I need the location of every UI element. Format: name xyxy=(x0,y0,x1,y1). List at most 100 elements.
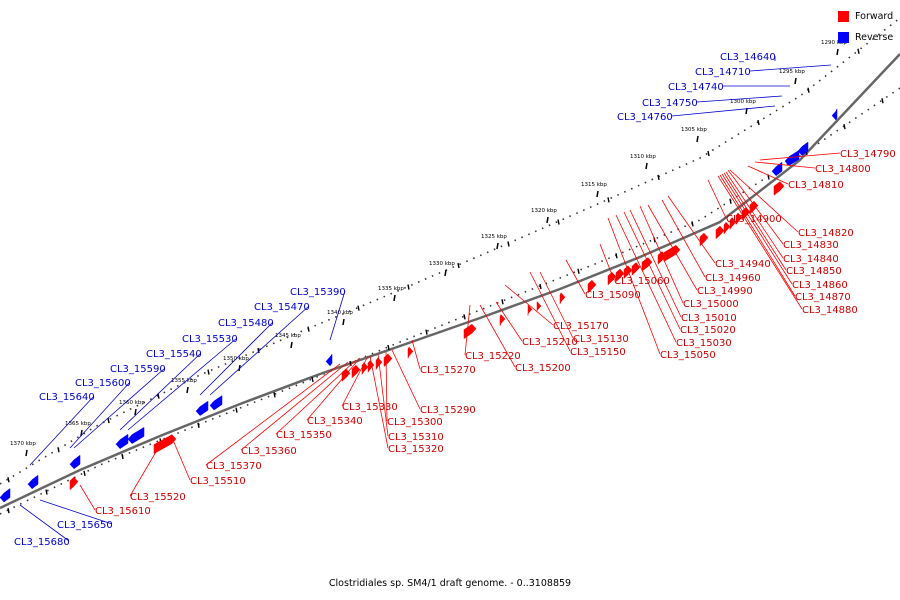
forward-gene-label: CL3_15170 xyxy=(553,321,609,332)
scale-tick xyxy=(342,318,345,326)
forward-gene-label: CL3_15030 xyxy=(676,338,732,349)
forward-gene-label: CL3_15360 xyxy=(241,446,297,457)
outer-minor-tick xyxy=(57,447,60,453)
forward-gene-label: CL3_15060 xyxy=(614,276,670,287)
outer-minor-tick xyxy=(307,326,310,332)
scale-tick xyxy=(134,408,137,416)
scale-tick-label: 1355 kbp xyxy=(171,378,197,384)
reverse-gene-arrow xyxy=(115,433,129,450)
reverse-gene-label: CL3_15640 xyxy=(39,392,95,403)
forward-gene-label: CL3_15130 xyxy=(573,334,629,345)
scale-tick xyxy=(444,269,447,277)
inner-minor-tick xyxy=(235,407,238,413)
forward-leader-line xyxy=(727,169,784,245)
legend: Forward Reverse xyxy=(838,9,900,51)
forward-leader-line xyxy=(377,353,389,437)
reverse-gene-arrow xyxy=(784,149,800,166)
reverse-gene-arrow xyxy=(325,353,333,367)
inner-minor-tick xyxy=(83,470,86,476)
forward-gene-arrow xyxy=(623,265,633,279)
outer-minor-tick xyxy=(107,417,110,424)
reverse-leader-line xyxy=(696,95,783,103)
forward-leader-line xyxy=(240,361,349,451)
scale-tick xyxy=(25,449,28,457)
forward-gene-label: CL3_14900 xyxy=(726,214,782,225)
forward-gene-label: CL3_15370 xyxy=(206,461,262,472)
forward-gene-label: CL3_15310 xyxy=(388,432,444,443)
forward-leader-line xyxy=(707,179,727,219)
forward-gene-label: CL3_15000 xyxy=(683,299,739,310)
forward-gene-arrow xyxy=(383,353,393,368)
reverse-leader-line xyxy=(19,504,70,542)
forward-leader-line xyxy=(615,214,677,343)
scale-tick-label: 1315 kbp xyxy=(581,182,607,188)
forward-gene-label: CL3_14870 xyxy=(795,292,851,303)
forward-leader-line xyxy=(629,209,682,318)
forward-leader-line xyxy=(464,304,471,356)
inner-minor-tick xyxy=(387,344,390,351)
reverse-leader-line xyxy=(671,105,776,117)
forward-gene-label: CL3_15200 xyxy=(515,363,571,374)
outer-minor-tick xyxy=(457,262,460,269)
forward-gene-label: CL3_15300 xyxy=(387,417,443,428)
reverse-gene-label: CL3_15590 xyxy=(110,364,166,375)
forward-leader-line xyxy=(723,172,787,271)
forward-gene-label: CL3_15010 xyxy=(681,313,737,324)
scale-tick xyxy=(645,162,648,170)
forward-leader-line xyxy=(759,152,841,161)
inner-minor-tick xyxy=(577,268,580,274)
inner-minor-tick xyxy=(615,253,618,259)
forward-gene-label: CL3_14820 xyxy=(798,228,854,239)
reverse-swatch xyxy=(838,31,849,43)
forward-leader-line xyxy=(369,355,389,449)
inner-minor-tick xyxy=(881,98,884,104)
forward-leader-line xyxy=(385,351,388,422)
outer-minor-tick xyxy=(157,393,160,399)
forward-gene-arrow xyxy=(351,364,361,379)
forward-gene-label: CL3_14860 xyxy=(792,280,848,291)
forward-gene-label: CL3_15350 xyxy=(276,430,332,441)
reverse-gene-label: CL3_15480 xyxy=(218,318,274,329)
forward-leader-line xyxy=(275,359,357,435)
forward-leader-line xyxy=(747,165,789,185)
forward-leader-line xyxy=(172,439,191,481)
forward-gene-label: CL3_15090 xyxy=(585,290,641,301)
reverse-gene-label: CL3_15540 xyxy=(146,349,202,360)
reverse-gene-arrow xyxy=(27,474,39,490)
inner-minor-tick xyxy=(843,123,846,130)
outer-minor-tick xyxy=(7,477,10,483)
scale-tick xyxy=(696,135,699,143)
scale-tick xyxy=(546,216,549,224)
forward-leader-line xyxy=(599,243,615,281)
forward-leader-line xyxy=(725,171,784,259)
forward-leader-line xyxy=(341,355,369,407)
inner-minor-tick xyxy=(121,453,124,460)
forward-leader-line xyxy=(607,217,661,355)
inner-minor-tick xyxy=(539,283,542,290)
outer-minor-tick xyxy=(657,174,660,181)
forward-gene-label: CL3_15020 xyxy=(680,325,736,336)
forward-leader-line xyxy=(639,205,684,304)
reverse-gene-label: CL3_14740 xyxy=(668,82,724,93)
forward-gene-label: CL3_15520 xyxy=(130,492,186,503)
reverse-leader-line xyxy=(127,337,238,431)
genome-caption: Clostridiales sp. SM4/1 draft genome. - … xyxy=(328,578,572,589)
forward-gene-label: CL3_15610 xyxy=(95,506,151,517)
scale-tick-label: 1330 kbp xyxy=(429,261,455,267)
forward-gene-arrow xyxy=(631,262,641,276)
forward-leader-line xyxy=(79,484,96,511)
forward-gene-label: CL3_14830 xyxy=(783,240,839,251)
forward-gene-arrow xyxy=(536,300,542,313)
forward-gene-label: CL3_15340 xyxy=(307,416,363,427)
forward-gene-arrow xyxy=(69,476,79,491)
scale-tick-label: 1360 kbp xyxy=(119,400,145,406)
forward-gene-arrow xyxy=(773,181,785,196)
reverse-gene-arrow xyxy=(831,108,838,121)
reverse-gene-label: CL3_14710 xyxy=(695,67,751,78)
reverse-leader-line xyxy=(329,290,346,341)
scale-tick xyxy=(186,386,189,394)
inner-minor-tick xyxy=(425,329,428,335)
forward-leader-line xyxy=(479,304,516,368)
forward-leader-line xyxy=(565,259,586,295)
forward-gene-arrow xyxy=(407,346,414,359)
